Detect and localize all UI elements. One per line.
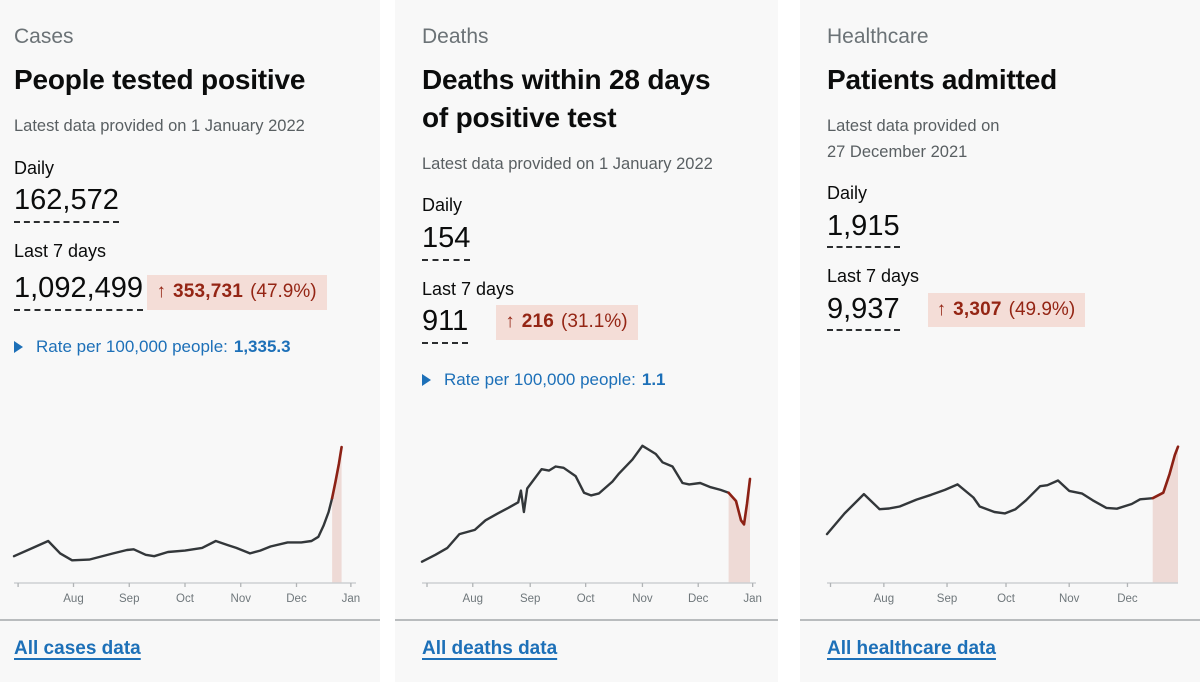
latest-data-note: Latest data provided on 27 December 2021	[827, 116, 1000, 161]
all-healthcare-data-link[interactable]: All healthcare data	[827, 638, 996, 659]
svg-text:Dec: Dec	[286, 593, 307, 605]
up-arrow-icon: ↑	[505, 310, 515, 332]
weekly-label: Last 7 days	[827, 266, 920, 287]
card-footer: All cases data	[0, 619, 380, 682]
healthcare-trend-chart: Aug Sep Oct Nov Dec	[825, 435, 1180, 613]
card-title: People tested positive	[14, 64, 306, 96]
up-arrow-icon: ↑	[156, 281, 166, 303]
change-percent: (49.9%)	[1008, 298, 1076, 320]
svg-text:Oct: Oct	[577, 593, 596, 605]
card-category: Cases	[14, 25, 74, 48]
weekly-label: Last 7 days	[422, 278, 515, 299]
svg-text:Aug: Aug	[463, 593, 483, 605]
cases-trend-chart-svg: Aug Sep Oct Nov Dec Jan	[12, 445, 360, 605]
disclosure-triangle-icon	[422, 373, 431, 386]
svg-text:Sep: Sep	[520, 593, 540, 605]
disclosure-triangle-icon	[14, 340, 23, 353]
change-value: 3,307	[953, 298, 1002, 320]
svg-text:Oct: Oct	[176, 593, 195, 605]
weekly-metric: Last 7 days 1,092,499 ↑ 353,731 (47.9%)	[14, 223, 356, 311]
card-healthcare: Healthcare Patients admitted Latest data…	[800, 0, 1200, 682]
card-footer: All healthcare data	[800, 619, 1200, 682]
daily-value[interactable]: 1,915	[827, 209, 900, 249]
change-percent: (31.1%)	[561, 310, 628, 332]
card-deaths-body: Deaths Deaths within 28 days of positive…	[395, 0, 778, 619]
daily-metric: Daily 1,915	[827, 165, 1178, 249]
weekly-value[interactable]: 911	[422, 304, 469, 344]
daily-label: Daily	[827, 183, 868, 204]
deaths-trend-chart: Aug Sep Oct Nov Dec Jan	[420, 435, 762, 613]
change-percent: (47.9%)	[250, 281, 317, 303]
weekly-metric: Last 7 days 911 ↑ 216 (31.1%)	[422, 261, 756, 344]
svg-text:Sep: Sep	[937, 593, 957, 605]
rate-per-100k-toggle[interactable]: Rate per 100,000 people: 1.1	[422, 370, 756, 390]
weekly-metric: Last 7 days 9,937 ↑ 3,307 (49.9%)	[827, 248, 1178, 332]
card-title: Patients admitted	[827, 64, 1057, 96]
rate-label: Rate per 100,000 people:	[444, 369, 636, 389]
svg-text:Sep: Sep	[119, 593, 139, 605]
daily-value[interactable]: 162,572	[14, 183, 119, 223]
weekly-value-row: 9,937 ↑ 3,307 (49.9%)	[827, 289, 1178, 332]
svg-text:Dec: Dec	[1117, 593, 1138, 605]
card-healthcare-body: Healthcare Patients admitted Latest data…	[800, 0, 1200, 619]
up-arrow-icon: ↑	[936, 298, 947, 320]
change-value: 353,731	[172, 281, 244, 303]
daily-label: Daily	[14, 157, 55, 178]
latest-data-note: Latest data provided on 1 January 2022	[422, 154, 713, 173]
rate-value: 1.1	[641, 369, 666, 389]
change-value: 216	[521, 310, 555, 332]
healthcare-trend-chart-svg: Aug Sep Oct Nov Dec	[825, 445, 1180, 605]
all-cases-data-link[interactable]: All cases data	[14, 638, 141, 659]
card-category: Healthcare	[827, 25, 929, 48]
daily-metric: Daily 162,572	[14, 140, 356, 223]
card-category: Deaths	[422, 25, 489, 48]
weekly-value-row: 911 ↑ 216 (31.1%)	[422, 301, 756, 344]
rate-value: 1,335.3	[233, 336, 291, 356]
daily-metric: Daily 154	[422, 177, 756, 261]
weekly-label: Last 7 days	[14, 240, 107, 261]
daily-value[interactable]: 154	[422, 221, 471, 261]
latest-data-note: Latest data provided on 1 January 2022	[14, 116, 305, 135]
svg-text:Oct: Oct	[997, 593, 1016, 605]
svg-text:Aug: Aug	[874, 593, 894, 605]
svg-text:Nov: Nov	[632, 593, 653, 605]
svg-text:Aug: Aug	[63, 593, 83, 605]
cases-trend-chart: Aug Sep Oct Nov Dec Jan	[12, 435, 360, 613]
svg-text:Dec: Dec	[688, 593, 709, 605]
weekly-change-badge: ↑ 353,731 (47.9%)	[147, 275, 327, 310]
card-footer: All deaths data	[395, 619, 778, 682]
svg-text:Nov: Nov	[1059, 593, 1080, 605]
svg-text:Nov: Nov	[231, 593, 252, 605]
weekly-value[interactable]: 1,092,499	[14, 271, 144, 311]
weekly-change-badge: ↑ 3,307 (49.9%)	[927, 292, 1086, 328]
deaths-trend-chart-svg: Aug Sep Oct Nov Dec Jan	[420, 444, 762, 605]
weekly-change-badge: ↑ 216 (31.1%)	[496, 304, 638, 340]
svg-text:Jan: Jan	[342, 593, 361, 605]
card-title: Deaths within 28 days of positive test	[422, 64, 711, 133]
rate-per-100k-toggle[interactable]: Rate per 100,000 people: 1,335.3	[14, 337, 356, 357]
card-deaths: Deaths Deaths within 28 days of positive…	[395, 0, 778, 682]
card-cases-body: Cases People tested positive Latest data…	[0, 0, 380, 619]
all-deaths-data-link[interactable]: All deaths data	[422, 638, 558, 659]
rate-label: Rate per 100,000 people:	[36, 336, 228, 356]
weekly-value[interactable]: 9,937	[827, 292, 900, 332]
card-cases: Cases People tested positive Latest data…	[0, 0, 380, 682]
svg-text:Jan: Jan	[743, 593, 762, 605]
daily-label: Daily	[422, 195, 463, 216]
